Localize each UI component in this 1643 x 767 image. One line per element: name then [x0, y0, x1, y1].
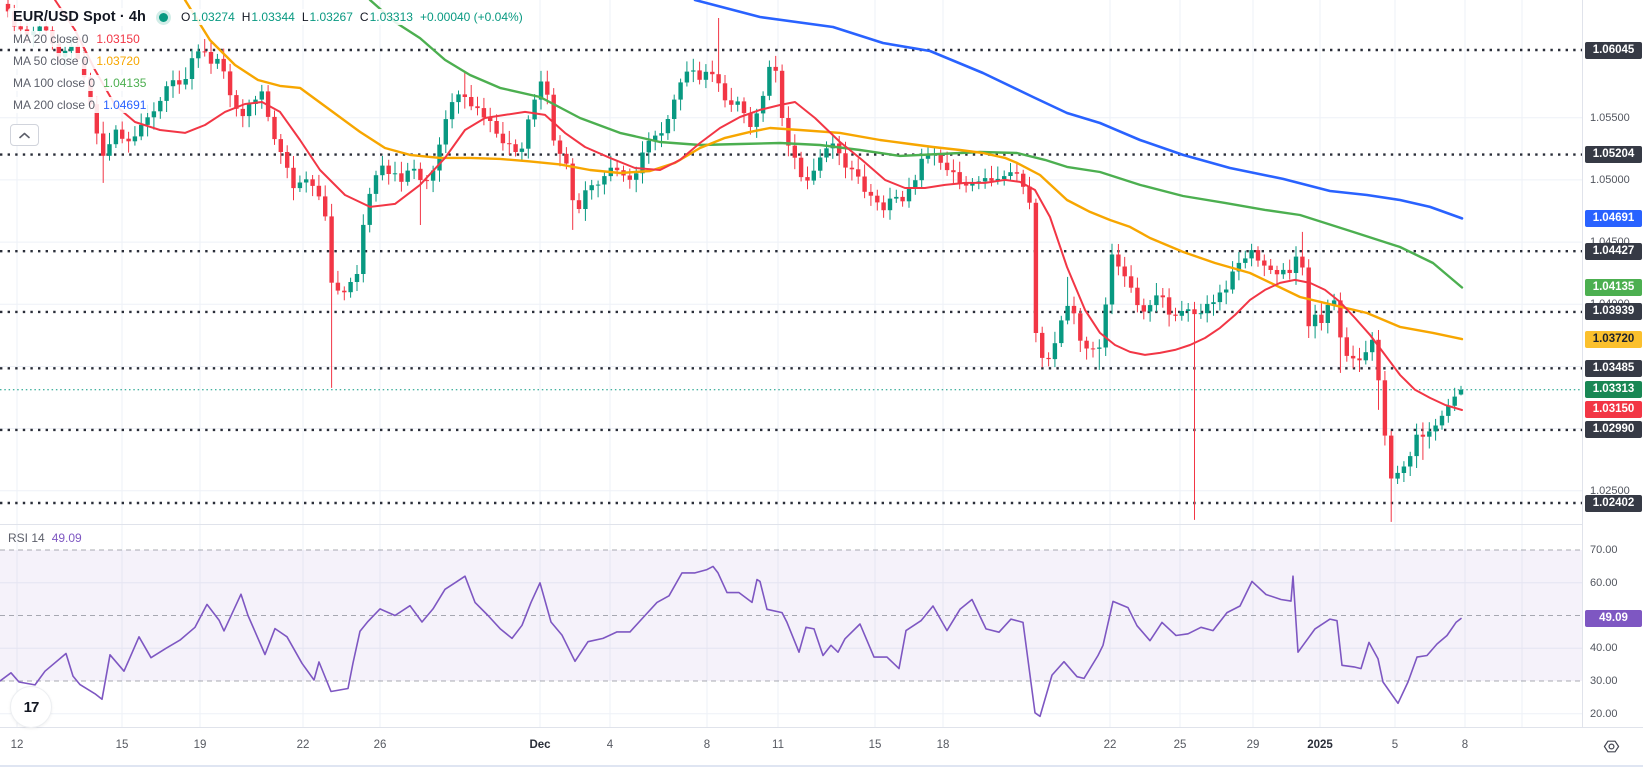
ma-200-line	[693, 0, 1464, 220]
time-tick-label: 19	[193, 739, 207, 751]
time-tick-label: 11	[772, 739, 784, 751]
window-bottom-edge	[0, 765, 1643, 767]
pane-separator[interactable]	[0, 524, 1643, 525]
rsi-indicator-pane[interactable]	[0, 525, 1582, 727]
gear-icon	[1603, 738, 1620, 755]
price-level-label: 1.05204	[1585, 146, 1642, 164]
grid	[0, 0, 1582, 524]
collapse-legend-button[interactable]	[10, 124, 39, 146]
time-tick-label: 8	[703, 739, 711, 751]
rsi-value-label: 49.09	[1585, 609, 1642, 627]
time-tick-label: 15	[115, 739, 129, 751]
price-level-label: 1.06045	[1585, 41, 1642, 59]
chevron-up-icon	[19, 132, 30, 139]
time-tick-label: 2025	[1307, 739, 1333, 751]
ma-price-label: 1.03313	[1585, 381, 1642, 399]
time-tick-label: 26	[373, 739, 387, 751]
rsi-tick-label: 60.00	[1590, 576, 1618, 589]
ma-price-label: 1.04135	[1585, 279, 1642, 296]
candlesticks	[5, 0, 1464, 522]
time-tick-label: 22	[1103, 739, 1117, 751]
price-chart-pane[interactable]	[0, 0, 1582, 524]
time-axis[interactable]: 12 15 19 22 26 Dec 4 8 11 15 18 22 25 29 2025 5 8	[0, 727, 1643, 767]
time-tick-label: 22	[296, 739, 310, 751]
price-tick-label: 1.02500	[1590, 484, 1630, 497]
price-tick-label: 1.05000	[1590, 173, 1630, 186]
grid	[0, 525, 1582, 727]
ma-50-line	[183, 0, 1464, 341]
time-tick-label: 5	[1391, 739, 1399, 751]
rsi-tick-label: 40.00	[1590, 642, 1618, 655]
tradingview-logo[interactable]: 17	[10, 686, 52, 728]
price-level-label: 1.04427	[1585, 242, 1642, 260]
ma-100-line	[368, 0, 1464, 289]
price-tick-label: 1.05500	[1590, 111, 1630, 124]
ma-20-line	[54, 0, 1463, 411]
time-tick-label: 29	[1246, 739, 1260, 751]
logo-glyph: 17	[23, 698, 40, 716]
rsi-tick-label: 30.00	[1590, 675, 1618, 687]
key-level-lines	[0, 48, 1582, 505]
time-tick-label: 18	[936, 739, 950, 751]
ma-price-label: 1.03720	[1585, 330, 1642, 348]
time-tick-label: 15	[868, 739, 882, 751]
time-tick-label: 12	[10, 739, 24, 751]
rsi-tick-label: 20.00	[1590, 707, 1618, 720]
ma-price-label: 1.03150	[1585, 401, 1642, 419]
rsi-tick-label: 70.00	[1590, 544, 1618, 556]
ma-price-label: 1.04691	[1585, 209, 1642, 227]
price-level-label: 1.03485	[1585, 359, 1642, 377]
time-tick-label: 8	[1461, 739, 1469, 751]
time-tick-label: 25	[1173, 739, 1187, 751]
price-level-label: 1.03939	[1585, 303, 1642, 321]
time-tick-label: 4	[606, 739, 614, 751]
time-tick-label: Dec	[529, 739, 551, 751]
axis-settings-button[interactable]	[1598, 733, 1624, 759]
price-level-label: 1.02990	[1585, 421, 1642, 439]
price-level-label: 1.02402	[1585, 494, 1642, 512]
price-axis[interactable]: 1.060001.055001.050001.045001.040001.025…	[1582, 0, 1643, 727]
rsi-line	[0, 565, 1462, 718]
